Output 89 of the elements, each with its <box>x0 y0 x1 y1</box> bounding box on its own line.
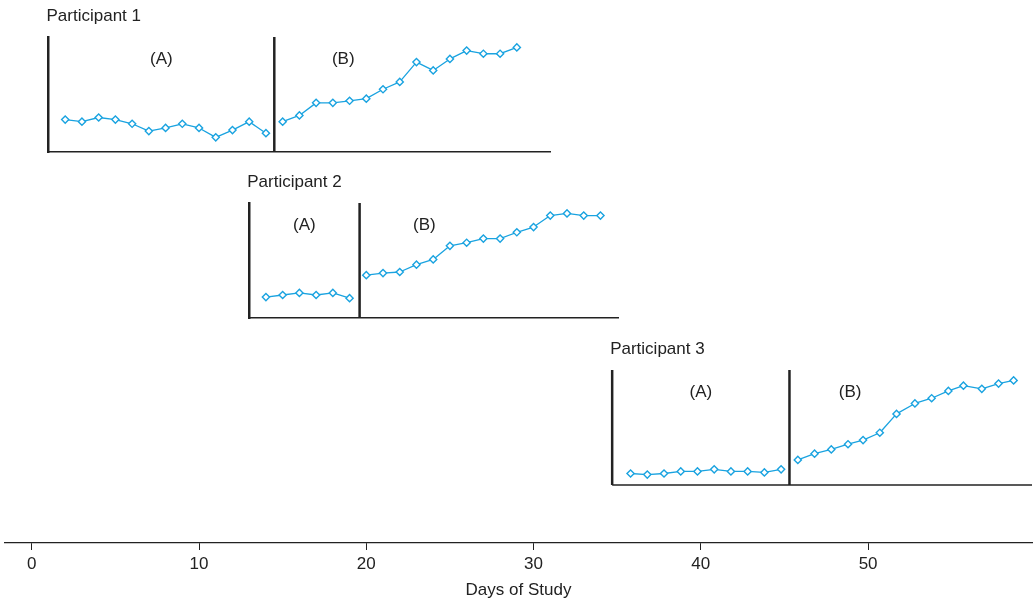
point <box>278 117 287 126</box>
annotation: (A) <box>689 381 713 401</box>
point <box>693 467 702 476</box>
point <box>495 234 505 243</box>
point <box>261 292 271 302</box>
point <box>512 43 522 52</box>
chart-title: Participant 3 <box>610 339 705 359</box>
point <box>60 115 70 124</box>
annotation: (A) <box>293 214 316 234</box>
point <box>659 469 669 478</box>
point <box>211 133 221 142</box>
point <box>94 113 103 122</box>
point <box>676 467 686 476</box>
point <box>910 399 920 408</box>
point <box>127 119 137 129</box>
point <box>495 49 505 59</box>
point <box>479 234 488 243</box>
point <box>278 290 287 300</box>
point <box>709 465 719 474</box>
point <box>395 77 405 87</box>
point <box>826 445 836 454</box>
point <box>843 439 853 449</box>
x-axis-title: Days of Study <box>465 580 572 600</box>
annotation: (B) <box>413 214 436 234</box>
point <box>445 54 455 64</box>
point <box>726 467 736 476</box>
point <box>545 211 555 220</box>
point <box>428 255 438 264</box>
x-tick-label: 20 <box>356 553 376 573</box>
point <box>428 66 438 75</box>
point <box>642 470 652 479</box>
annotation: (A) <box>150 48 173 68</box>
point <box>395 267 405 277</box>
x-tick-label: 40 <box>691 553 711 573</box>
point <box>311 290 321 300</box>
point <box>1009 376 1018 385</box>
point <box>977 384 987 394</box>
point <box>462 238 471 248</box>
x-tick-label: 50 <box>858 553 878 573</box>
point <box>161 123 170 133</box>
point <box>328 288 338 298</box>
point <box>462 46 471 55</box>
point <box>228 125 237 135</box>
point <box>144 126 154 136</box>
point <box>776 465 786 474</box>
point <box>445 241 455 251</box>
x-tick-label: 0 <box>27 553 37 573</box>
point <box>479 49 488 59</box>
point <box>512 227 522 237</box>
annotation: (B) <box>838 381 862 401</box>
point <box>412 57 421 67</box>
point <box>111 115 120 124</box>
point <box>626 469 635 478</box>
point <box>311 98 321 108</box>
point <box>875 428 885 438</box>
point <box>361 270 371 280</box>
annotation: (B) <box>331 48 355 68</box>
chart-title: Participant 1 <box>46 6 141 26</box>
point <box>596 211 605 220</box>
point <box>892 409 901 419</box>
point <box>793 455 803 465</box>
chart-title: Participant 2 <box>247 172 342 192</box>
point <box>743 467 752 476</box>
point <box>858 435 868 445</box>
point <box>295 111 304 120</box>
point <box>810 449 819 458</box>
point <box>760 468 769 477</box>
point <box>194 123 204 133</box>
point <box>345 96 354 106</box>
x-tick-label: 30 <box>524 553 544 573</box>
point <box>579 211 589 220</box>
point <box>412 260 421 269</box>
point <box>378 268 388 278</box>
point <box>178 119 187 129</box>
point <box>295 288 304 298</box>
point <box>77 117 87 126</box>
point <box>328 98 338 108</box>
point <box>959 381 968 390</box>
point <box>244 117 254 126</box>
point <box>562 209 572 218</box>
point <box>944 386 953 396</box>
point <box>261 128 271 138</box>
point <box>529 222 538 232</box>
point <box>927 393 936 403</box>
x-tick-label: 10 <box>189 553 209 573</box>
point <box>378 84 388 94</box>
point <box>994 379 1003 388</box>
point <box>361 94 371 103</box>
point <box>345 293 354 303</box>
